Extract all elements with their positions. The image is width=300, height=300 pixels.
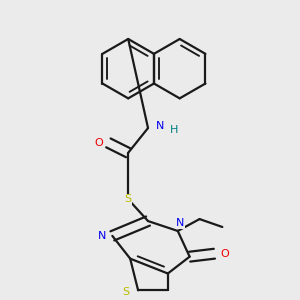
Text: O: O bbox=[220, 249, 229, 259]
Text: N: N bbox=[176, 218, 184, 228]
Text: N: N bbox=[156, 121, 164, 131]
Text: O: O bbox=[94, 138, 103, 148]
Text: S: S bbox=[123, 287, 130, 297]
Text: S: S bbox=[124, 194, 132, 204]
Text: H: H bbox=[169, 125, 178, 135]
Text: N: N bbox=[98, 231, 106, 241]
